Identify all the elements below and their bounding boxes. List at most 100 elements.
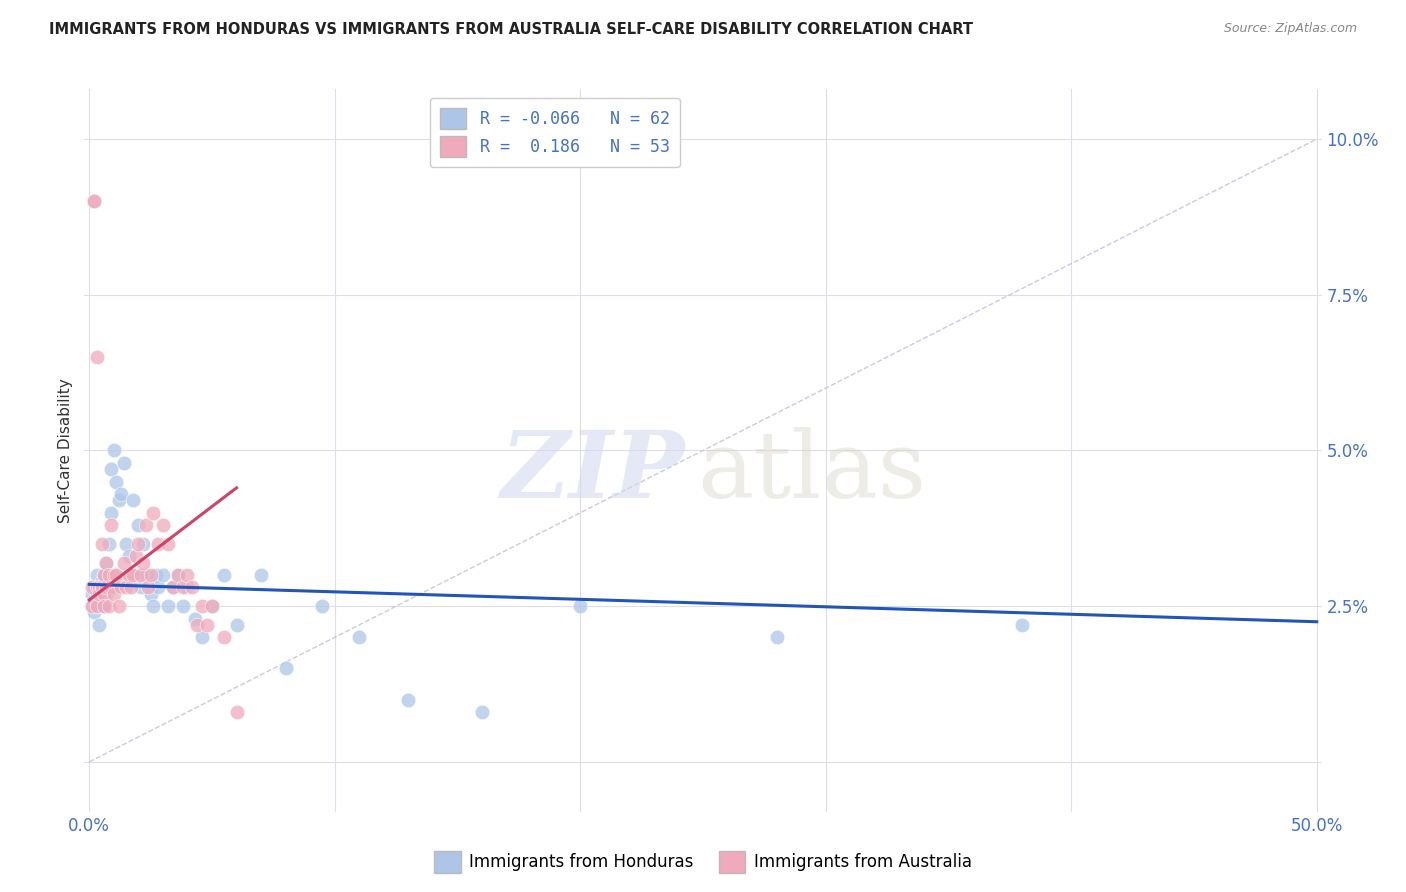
Point xyxy=(162,581,184,595)
Point xyxy=(274,661,297,675)
Point xyxy=(90,599,112,614)
Point xyxy=(195,618,218,632)
Point xyxy=(110,581,132,595)
Point xyxy=(112,456,135,470)
Point xyxy=(132,556,155,570)
Point xyxy=(250,568,273,582)
Point xyxy=(765,630,787,644)
Point xyxy=(120,581,142,595)
Point xyxy=(127,537,149,551)
Text: atlas: atlas xyxy=(697,427,927,517)
Point xyxy=(135,568,157,582)
Point xyxy=(96,587,118,601)
Point xyxy=(83,194,105,209)
Point xyxy=(96,556,118,570)
Point xyxy=(139,568,162,582)
Point xyxy=(103,581,125,595)
Point xyxy=(80,587,103,601)
Text: ZIP: ZIP xyxy=(501,427,685,517)
Point xyxy=(96,581,118,595)
Point xyxy=(100,462,122,476)
Point xyxy=(80,599,103,614)
Point xyxy=(396,692,419,706)
Point xyxy=(87,587,110,601)
Point xyxy=(100,518,122,533)
Point xyxy=(127,518,149,533)
Point xyxy=(100,506,122,520)
Point xyxy=(172,599,194,614)
Point xyxy=(184,612,207,626)
Point xyxy=(93,587,115,601)
Point xyxy=(97,568,120,582)
Point xyxy=(90,537,112,551)
Point xyxy=(115,568,138,582)
Point xyxy=(122,493,145,508)
Point xyxy=(103,568,125,582)
Point xyxy=(87,593,110,607)
Point xyxy=(93,568,115,582)
Point xyxy=(87,581,110,595)
Legend: R = -0.066   N = 62, R =  0.186   N = 53: R = -0.066 N = 62, R = 0.186 N = 53 xyxy=(429,97,679,167)
Point xyxy=(97,537,120,551)
Point xyxy=(125,568,148,582)
Point xyxy=(115,537,138,551)
Point xyxy=(142,506,165,520)
Point xyxy=(186,618,208,632)
Point xyxy=(90,581,112,595)
Point xyxy=(191,630,214,644)
Point xyxy=(103,587,125,601)
Point xyxy=(93,568,115,582)
Point xyxy=(166,568,188,582)
Point xyxy=(110,487,132,501)
Point xyxy=(83,194,105,209)
Point xyxy=(96,556,118,570)
Point xyxy=(172,581,194,595)
Point xyxy=(152,568,174,582)
Point xyxy=(201,599,224,614)
Point xyxy=(83,606,105,620)
Point xyxy=(93,599,115,614)
Point xyxy=(86,350,108,364)
Point xyxy=(93,581,115,595)
Point xyxy=(152,518,174,533)
Point xyxy=(142,599,165,614)
Point xyxy=(117,549,139,564)
Point xyxy=(90,574,112,589)
Point xyxy=(136,581,159,595)
Point xyxy=(87,618,110,632)
Point xyxy=(97,568,120,582)
Point xyxy=(107,599,129,614)
Point xyxy=(90,587,112,601)
Point xyxy=(83,581,105,595)
Point xyxy=(132,537,155,551)
Point xyxy=(87,581,110,595)
Point xyxy=(97,599,120,614)
Text: IMMIGRANTS FROM HONDURAS VS IMMIGRANTS FROM AUSTRALIA SELF-CARE DISABILITY CORRE: IMMIGRANTS FROM HONDURAS VS IMMIGRANTS F… xyxy=(49,22,973,37)
Point xyxy=(100,581,122,595)
Point xyxy=(86,581,108,595)
Point xyxy=(139,587,162,601)
Text: Source: ZipAtlas.com: Source: ZipAtlas.com xyxy=(1223,22,1357,36)
Point xyxy=(176,581,198,595)
Point xyxy=(214,568,236,582)
Point xyxy=(125,549,148,564)
Point xyxy=(214,630,236,644)
Point xyxy=(1011,618,1033,632)
Point xyxy=(86,568,108,582)
Point xyxy=(145,568,167,582)
Point xyxy=(80,599,103,614)
Point xyxy=(349,630,371,644)
Point xyxy=(146,537,169,551)
Point xyxy=(86,599,108,614)
Point xyxy=(105,475,128,489)
Point xyxy=(181,581,204,595)
Point xyxy=(225,705,247,719)
Point xyxy=(166,568,188,582)
Point xyxy=(122,568,145,582)
Point xyxy=(80,581,103,595)
Y-axis label: Self-Care Disability: Self-Care Disability xyxy=(58,378,73,523)
Point xyxy=(471,705,494,719)
Point xyxy=(135,518,157,533)
Point xyxy=(115,581,138,595)
Point xyxy=(201,599,224,614)
